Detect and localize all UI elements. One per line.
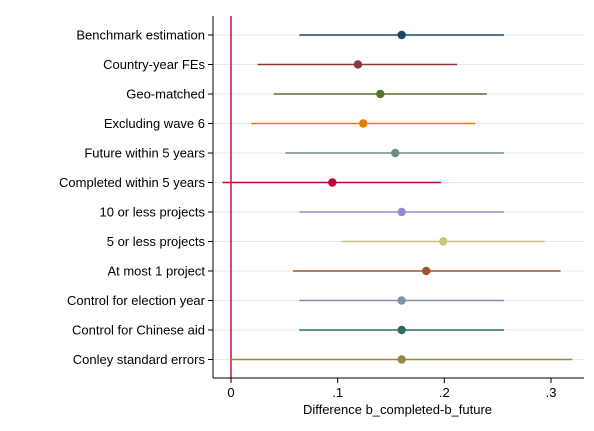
point-estimate xyxy=(397,207,406,217)
x-tick-label: 0 xyxy=(227,385,234,400)
point-estimate xyxy=(353,60,363,69)
y-tick-label: 5 or less projects xyxy=(107,234,206,249)
point-estimate xyxy=(359,119,368,128)
x-tick-label: .2 xyxy=(439,385,450,400)
y-axis: Benchmark estimation Country-year FEs Geo-… xyxy=(59,16,214,378)
y-tick-label: 10 or less projects xyxy=(100,205,206,220)
point-estimate xyxy=(397,296,406,305)
coefficient-row xyxy=(299,325,505,335)
y-tick-label: Benchmark estimation xyxy=(76,28,205,43)
coefficient-row xyxy=(222,178,442,187)
y-tick-label: Future within 5 years xyxy=(84,146,205,161)
x-axis-label: Difference b_completed-b_future xyxy=(303,402,492,417)
y-tick-label: Country-year FEs xyxy=(103,57,205,72)
coefficient-row xyxy=(257,60,458,69)
x-tick-label: .3 xyxy=(546,385,557,400)
coefficient-row xyxy=(292,266,561,276)
point-estimate xyxy=(397,325,406,335)
coefficient-row xyxy=(285,148,505,158)
point-estimate xyxy=(328,178,337,187)
point-estimate xyxy=(397,355,406,364)
x-tick-label: .1 xyxy=(332,385,343,400)
coefficient-row xyxy=(231,355,573,364)
y-tick-label: At most 1 project xyxy=(107,264,205,279)
y-tick-label: Geo-matched xyxy=(126,87,205,102)
coefficient-row xyxy=(299,30,505,40)
y-tick-label: Excluding wave 6 xyxy=(104,116,205,131)
point-estimate xyxy=(376,89,385,99)
point-estimate xyxy=(422,266,431,276)
point-estimate xyxy=(439,237,448,246)
coefficient-row xyxy=(251,119,476,128)
y-tick-label: Control for Chinese aid xyxy=(72,323,205,338)
coefficient-row xyxy=(299,296,505,305)
y-tick-label: Completed within 5 years xyxy=(59,175,205,190)
coefficient-row xyxy=(341,237,545,246)
x-axis: 0 .1 .2 .3 xyxy=(213,377,584,400)
point-estimate xyxy=(391,148,400,158)
y-tick-label: Control for election year xyxy=(67,293,206,308)
point-estimate xyxy=(397,30,406,40)
coefficient-row xyxy=(299,207,505,217)
y-tick-label: Conley standard errors xyxy=(73,352,206,367)
coefficient-rows xyxy=(222,30,573,364)
coefficient-row xyxy=(273,89,487,99)
